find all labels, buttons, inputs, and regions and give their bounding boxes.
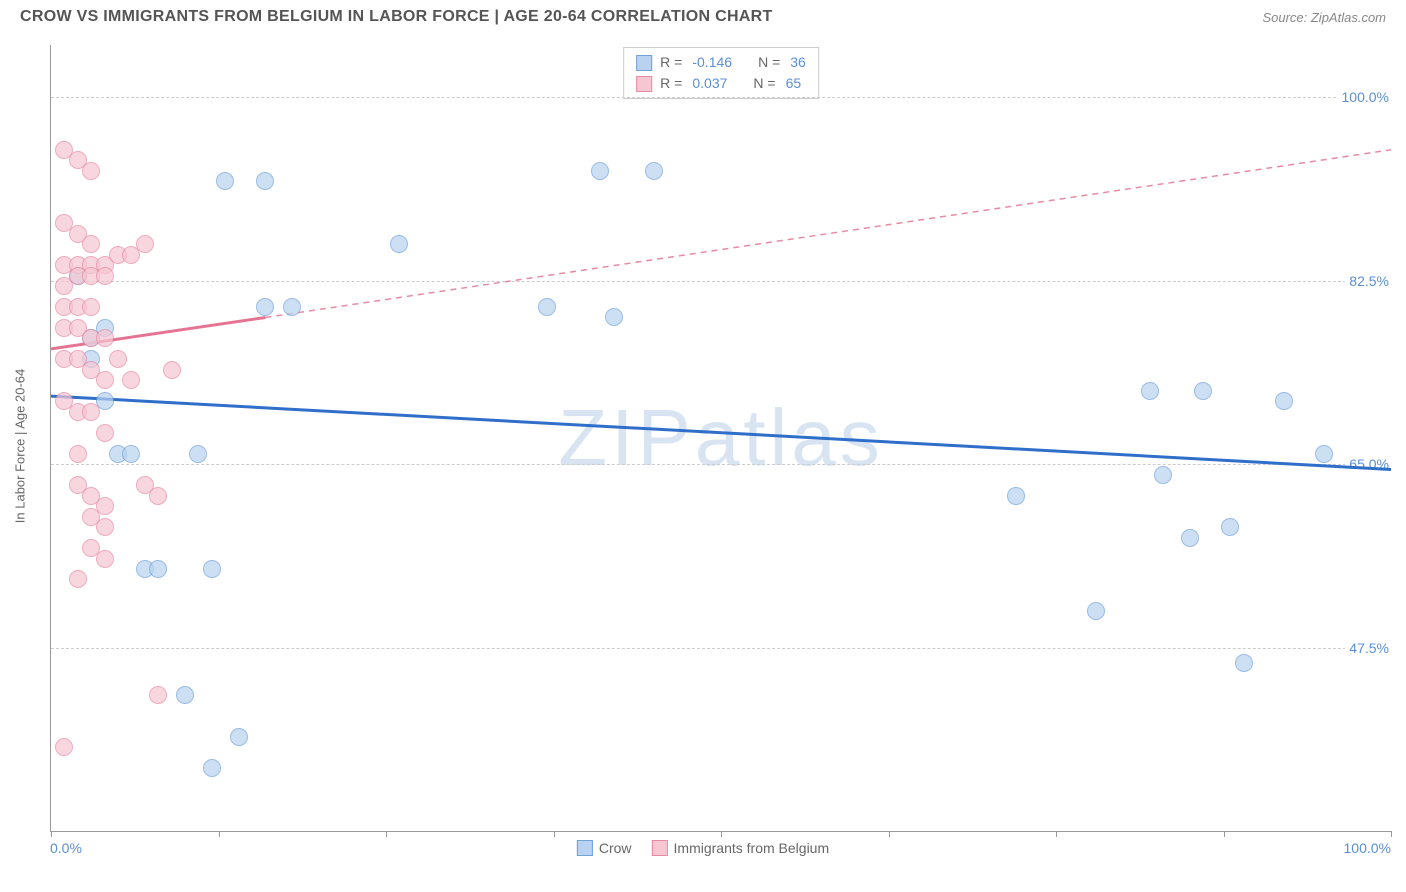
trend-lines [51,45,1391,831]
data-point [96,371,114,389]
data-point [1181,529,1199,547]
x-tick [386,831,387,837]
data-point [96,424,114,442]
data-point [189,445,207,463]
data-point [1087,602,1105,620]
data-point [96,518,114,536]
data-point [591,162,609,180]
n-value-belgium: 65 [786,73,802,94]
y-tick-label: 47.5% [1345,640,1393,656]
swatch-crow-icon [577,840,593,856]
data-point [96,329,114,347]
data-point [122,445,140,463]
data-point [69,570,87,588]
data-point [216,172,234,190]
n-label: N = [753,73,775,94]
data-point [1007,487,1025,505]
swatch-crow [636,55,652,71]
chart-plot-area: ZIPatlas R = -0.146 N = 36 R = 0.037 N =… [50,45,1391,832]
n-value-crow: 36 [790,52,806,73]
data-point [538,298,556,316]
x-tick [219,831,220,837]
y-tick-label: 82.5% [1345,273,1393,289]
data-point [1194,382,1212,400]
data-point [176,686,194,704]
data-point [109,350,127,368]
legend-series: Crow Immigrants from Belgium [577,840,829,856]
x-tick [51,831,52,837]
legend-label-belgium: Immigrants from Belgium [674,840,830,856]
legend-item-belgium: Immigrants from Belgium [652,840,830,856]
x-tick [1224,831,1225,837]
gridline [51,97,1391,98]
data-point [82,162,100,180]
data-point [69,445,87,463]
data-point [1315,445,1333,463]
watermark-text: ZIPatlas [558,392,883,484]
data-point [605,308,623,326]
data-point [1275,392,1293,410]
data-point [1235,654,1253,672]
gridline [51,464,1391,465]
data-point [1154,466,1172,484]
data-point [82,235,100,253]
legend-correlation: R = -0.146 N = 36 R = 0.037 N = 65 [623,47,819,99]
legend-item-crow: Crow [577,840,632,856]
data-point [1221,518,1239,536]
data-point [203,759,221,777]
gridline [51,648,1391,649]
data-point [136,235,154,253]
chart-title: CROW VS IMMIGRANTS FROM BELGIUM IN LABOR… [20,8,773,26]
data-point [96,497,114,515]
x-tick [1391,831,1392,837]
n-label: N = [758,52,780,73]
swatch-belgium-icon [652,840,668,856]
data-point [149,686,167,704]
data-point [122,371,140,389]
data-point [256,172,274,190]
data-point [203,560,221,578]
x-tick [721,831,722,837]
data-point [1141,382,1159,400]
gridline [51,281,1391,282]
legend-label-crow: Crow [599,840,632,856]
r-value-crow: -0.146 [692,52,732,73]
y-tick-label: 65.0% [1345,456,1393,472]
swatch-belgium [636,76,652,92]
data-point [149,560,167,578]
x-tick [554,831,555,837]
data-point [96,267,114,285]
r-label: R = [660,73,682,94]
data-point [163,361,181,379]
r-label: R = [660,52,682,73]
data-point [55,738,73,756]
data-point [256,298,274,316]
y-axis-label: In Labor Force | Age 20-64 [13,369,28,523]
x-tick [889,831,890,837]
data-point [149,487,167,505]
data-point [390,235,408,253]
data-point [96,550,114,568]
chart-header: CROW VS IMMIGRANTS FROM BELGIUM IN LABOR… [0,0,1406,30]
x-axis-min-label: 0.0% [50,840,82,856]
chart-source: Source: ZipAtlas.com [1262,10,1386,25]
legend-row-belgium: R = 0.037 N = 65 [636,73,806,94]
data-point [283,298,301,316]
data-point [82,298,100,316]
x-tick [1056,831,1057,837]
legend-row-crow: R = -0.146 N = 36 [636,52,806,73]
r-value-belgium: 0.037 [692,73,727,94]
y-tick-label: 100.0% [1338,89,1393,105]
data-point [82,403,100,421]
data-point [645,162,663,180]
x-axis-max-label: 100.0% [1344,840,1391,856]
data-point [230,728,248,746]
